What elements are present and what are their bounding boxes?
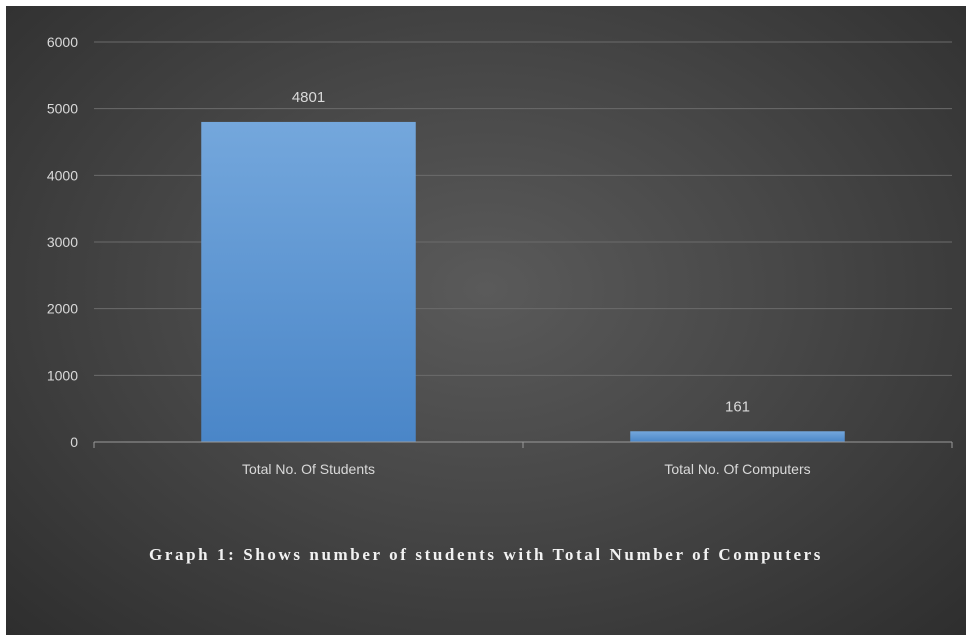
- bar-chart: 0 1000 2000 3000 4000 5000 6000 Total No. Of S…: [47, 34, 953, 477]
- bar: [201, 121, 416, 442]
- bars: [201, 121, 845, 442]
- y-tick-label: 1000: [47, 367, 78, 383]
- bar: [630, 431, 845, 442]
- y-tick-label: 5000: [47, 101, 78, 117]
- x-category-label: Total No. Of Students: [242, 461, 375, 477]
- y-tick-label: 4000: [47, 167, 78, 183]
- y-tick-label: 2000: [47, 301, 78, 317]
- data-label: 161: [725, 398, 750, 415]
- data-labels: 4801 161: [292, 89, 750, 415]
- y-tick-label: 0: [70, 434, 78, 450]
- chart-area: 0 1000 2000 3000 4000 5000 6000 Total No. Of S…: [6, 6, 966, 635]
- data-label: 4801: [292, 89, 325, 106]
- x-category-label: Total No. Of Computers: [664, 461, 810, 477]
- y-tick-label: 6000: [47, 34, 78, 50]
- chart-caption: Graph 1: Shows number of students with T…: [149, 545, 823, 564]
- y-axis-tick-labels: 0 1000 2000 3000 4000 5000 6000: [47, 34, 78, 450]
- x-axis: [93, 441, 953, 448]
- y-tick-label: 3000: [47, 234, 78, 250]
- x-axis-category-labels: Total No. Of Students Total No. Of Comput…: [242, 461, 811, 477]
